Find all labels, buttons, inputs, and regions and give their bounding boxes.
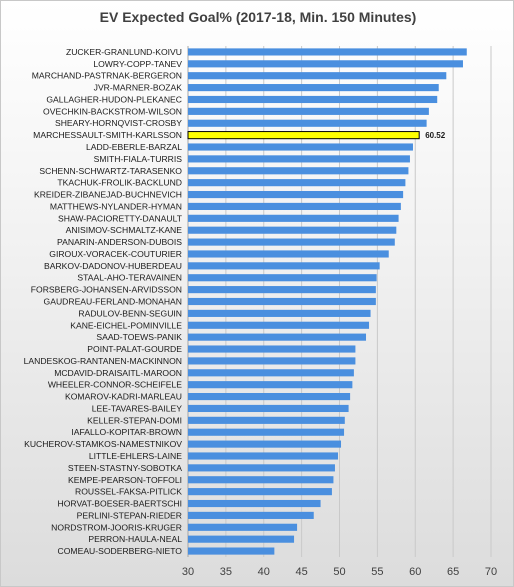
bar [188,404,349,413]
bar [188,238,395,246]
category-label: KELLER-STEPAN-DOMI [87,415,182,425]
category-label: JVR-MARNER-BOZAK [94,83,183,93]
category-label: PERRON-HAULA-NEAL [88,534,182,544]
category-label: FORSBERG-JOHANSEN-ARVIDSSON [31,285,182,295]
bar [188,202,401,210]
x-tick-label: 55 [371,566,383,578]
bar [188,357,356,365]
x-tick-label: 65 [447,566,459,578]
category-label: ZUCKER-GRANLUND-KOIVU [66,47,182,57]
bar [188,250,389,258]
bar [188,155,410,163]
bar [188,143,413,151]
category-label: TKACHUK-FROLIK-BACKLUND [57,178,182,188]
bar [188,226,397,234]
bar [188,48,467,56]
bar [188,499,321,508]
bar [188,547,275,555]
bar [188,333,367,341]
bar [188,119,427,127]
category-label: MATTHEWS-NYLANDER-HYMAN [50,201,182,211]
category-label: LADD-EBERLE-BARZAL [86,142,182,152]
category-label: ANISIMOV-SCHMALTZ-KANE [66,225,183,235]
category-label: KUCHEROV-STAMKOS-NAMESTNIKOV [24,439,182,449]
category-label: PERLINI-STEPAN-RIEDER [77,510,182,520]
bar [188,286,376,294]
category-label: PANARIN-ANDERSON-DUBOIS [57,237,182,247]
x-tick-label: 30 [182,566,194,578]
bar [188,274,377,282]
category-label: KEMPE-PEARSON-TOFFOLI [68,475,182,485]
bar [188,416,345,424]
x-tick-label: 45 [296,566,308,578]
category-label: WHEELER-CONNOR-SCHEIFELE [48,380,182,390]
category-label: STAAL-AHO-TERAVAINEN [77,273,182,283]
category-label: LEE-TAVARES-BAILEY [92,403,183,413]
bar [188,297,376,306]
bar [188,428,345,436]
category-label: MARCHAND-PASTRNAK-BERGERON [32,71,182,81]
category-label: GIROUX-VORACEK-COUTURIER [49,249,182,259]
category-label: SHAW-PACIORETTY-DANAULT [58,213,183,223]
x-tick-label: 70 [485,566,497,578]
bar [188,345,356,353]
category-label: MCDAVID-DRAISAITL-MAROON [54,368,182,378]
category-label: KREIDER-ZIBANEJAD-BUCHNEVICH [34,190,182,200]
bar-highlighted [187,131,420,140]
category-label: STEEN-STASTNY-SOBOTKA [68,463,182,473]
category-label: RADULOV-BENN-SEGUIN [78,308,182,318]
bar [188,381,353,389]
bar [188,179,406,187]
bar [188,440,342,448]
category-label: BARKOV-DADONOV-HUBERDEAU [44,261,182,271]
bar [188,369,354,377]
category-label: HORVAT-BOESER-BAERTSCHI [58,499,182,509]
bar [188,72,447,80]
bar [188,393,351,401]
bar [188,95,438,104]
category-label: COMEAU-SODERBERG-NIETO [58,546,183,556]
bar [188,488,332,496]
bar [188,309,371,317]
bar [188,167,409,175]
x-tick-label: 50 [333,566,345,578]
category-label: MARCHESSAULT-SMITH-KARLSSON [33,130,182,140]
bar [188,84,439,92]
category-label: SMITH-FIALA-TURRIS [94,154,183,164]
category-label: OVECHKIN-BACKSTROM-WILSON [43,106,182,116]
category-label: POINT-PALAT-GOURDE [87,344,182,354]
category-label: LITTLE-EHLERS-LAINE [89,451,182,461]
bar [188,535,295,543]
bar [188,60,463,68]
category-label: ROUSSEL-FAKSA-PITLICK [75,487,182,497]
bar [188,452,338,460]
category-label: LANDESKOG-RANTANEN-MACKINNON [24,356,182,366]
bar [188,107,429,115]
chart-title: EV Expected Goal% (2017-18, Min. 150 Min… [99,9,417,25]
x-tick-label: 40 [258,566,270,578]
category-label: IAFALLO-KOPITAR-BROWN [71,427,182,437]
x-tick-label: 35 [220,566,232,578]
bar [188,190,404,199]
data-label: 60.52 [425,131,446,140]
category-label: GALLAGHER-HUDON-PLEKANEC [46,94,182,104]
bar [188,464,335,472]
category-label: SHEARY-HORNQVIST-CROSBY [55,118,182,128]
bar [188,214,399,222]
bar [188,476,334,484]
category-label: LOWRY-COPP-TANEV [93,59,182,69]
category-label: NORDSTROM-JOORIS-KRUGER [51,522,182,532]
category-label: KANE-EICHEL-POMINVILLE [70,320,182,330]
category-label: SCHENN-SCHWARTZ-TARASENKO [39,166,182,176]
category-label: SAAD-TOEWS-PANIK [96,332,182,342]
category-label: KOMAROV-KADRI-MARLEAU [65,392,182,402]
bar [188,321,370,329]
bar [188,523,298,531]
category-label: GAUDREAU-FERLAND-MONAHAN [44,297,182,307]
bar [188,262,380,270]
x-tick-label: 60 [409,566,421,578]
bar [188,511,314,519]
